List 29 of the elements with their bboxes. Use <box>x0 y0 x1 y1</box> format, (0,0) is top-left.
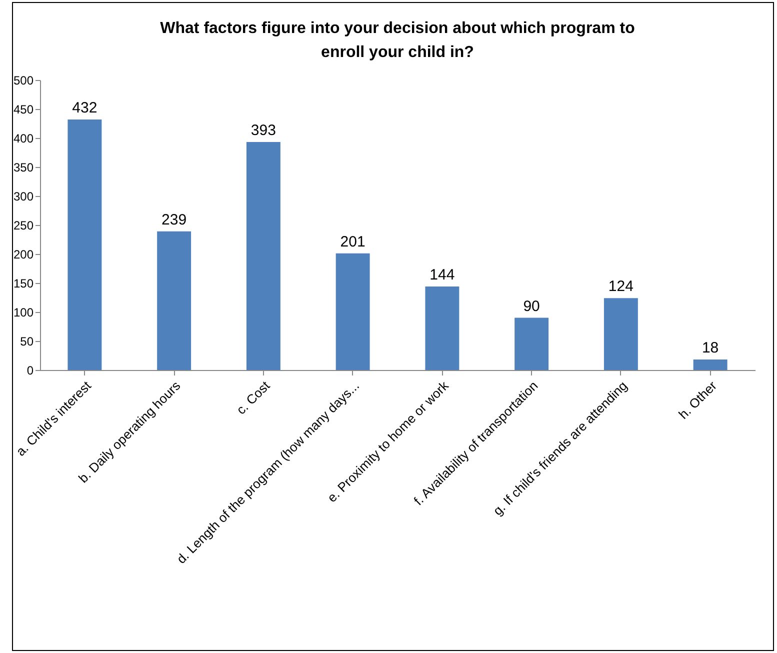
bar <box>336 253 370 370</box>
bar <box>604 298 638 370</box>
bar <box>157 231 192 370</box>
data-label: 432 <box>72 99 98 116</box>
y-tick-label: 300 <box>13 190 34 204</box>
bar <box>425 286 460 370</box>
data-label: 18 <box>702 340 719 357</box>
data-label: 144 <box>430 266 455 284</box>
data-label: 90 <box>523 298 540 315</box>
chart-title: What factors figure into your decision about which program to enroll your child in? <box>160 20 636 61</box>
x-tick-label: c. Cost <box>233 378 273 418</box>
y-tick-label: 100 <box>13 306 34 320</box>
data-label: 239 <box>162 211 187 228</box>
bar <box>246 142 280 370</box>
y-tick-label: 350 <box>13 160 34 174</box>
y-tick-label: 50 <box>20 334 34 348</box>
data-label: 201 <box>340 233 366 250</box>
y-tick-label: 500 <box>13 74 34 88</box>
bar <box>693 360 728 370</box>
y-tick-label: 0 <box>26 364 34 378</box>
bar <box>68 119 102 370</box>
y-tick-label: 450 <box>13 102 34 116</box>
bar <box>514 318 549 370</box>
y-tick-label: 250 <box>13 218 34 232</box>
y-tick-label: 200 <box>13 248 34 262</box>
data-label: 393 <box>250 122 276 140</box>
data-label: 124 <box>608 278 634 296</box>
y-tick-label: 150 <box>13 276 34 290</box>
y-tick-label: 400 <box>13 132 34 146</box>
